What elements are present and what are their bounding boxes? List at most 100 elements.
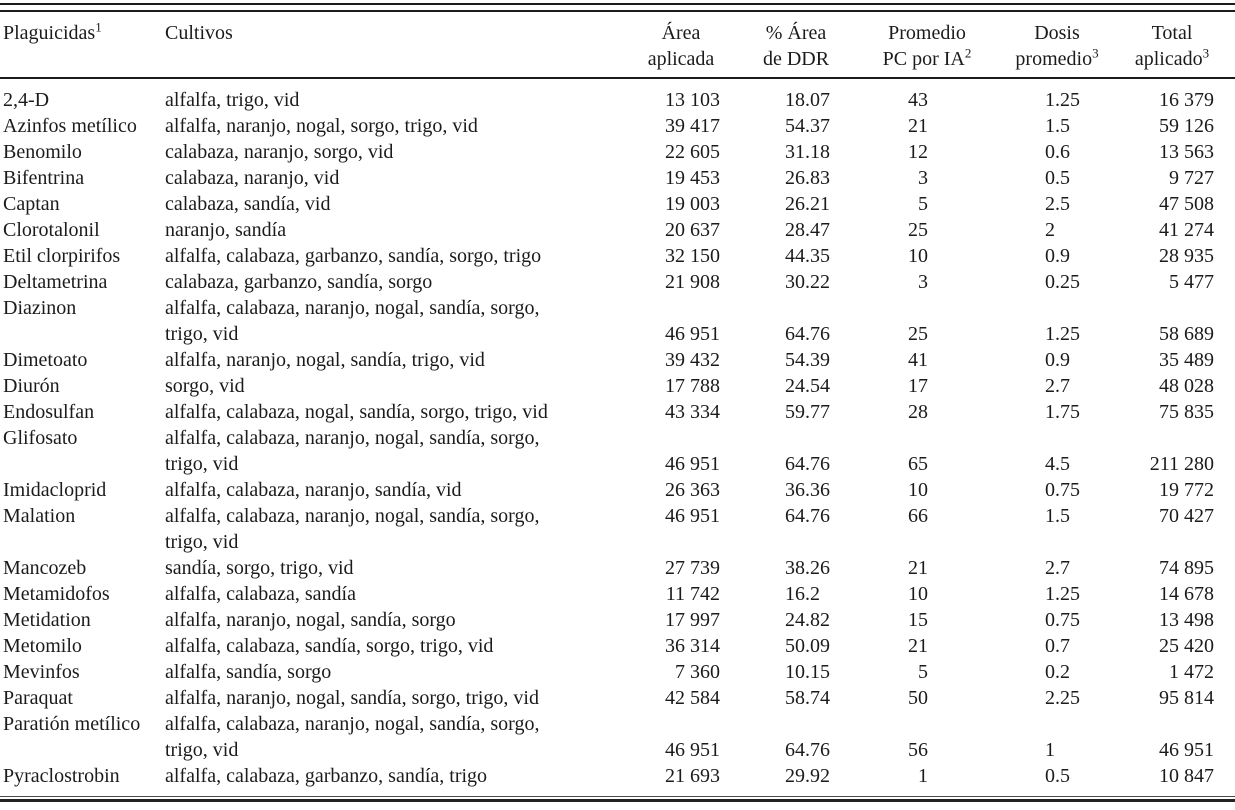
pesticide-name-cell: Azinfos metílico [3, 115, 137, 137]
table-row: Malation alfalfa, calabaza, naranjo, nog… [3, 503, 1232, 555]
table-bottom-rule-inner [0, 796, 1235, 797]
dosis-promedio-cell: 0.6 [1045, 141, 1070, 163]
crops-line: alfalfa, calabaza, garbanzo, sandía, sor… [165, 245, 542, 267]
area-aplicada-cell: 46 951 [665, 323, 720, 345]
table-row: Etil clorpirifos alfalfa, calabaza, garb… [3, 243, 1232, 269]
total-aplicado-cell: 25 420 [1159, 635, 1214, 657]
crops-cell: sorgo, vid [165, 373, 622, 399]
promedio-pc-cell: 10 [908, 583, 928, 605]
area-aplicada-cell: 19 453 [665, 167, 720, 189]
table-row: Captan calabaza, sandía, vid 19 003 26.2… [3, 191, 1232, 217]
crops-line: sorgo, vid [165, 375, 245, 397]
promedio-pc-cell: 3 [918, 271, 928, 293]
pesticide-name-cell: Glifosato [3, 427, 78, 449]
crops-line: calabaza, naranjo, sorgo, vid [165, 141, 394, 163]
footnote-marker-3: 3 [1202, 45, 1210, 61]
col-header-cultivos: Cultivos [165, 12, 622, 77]
dosis-promedio-cell: 0.2 [1045, 661, 1070, 683]
dosis-promedio-cell: 4.5 [1045, 453, 1070, 475]
promedio-pc-cell: 43 [908, 89, 928, 111]
total-aplicado-cell: 14 678 [1159, 583, 1214, 605]
footnote-marker-3: 3 [1092, 45, 1099, 61]
promedio-pc-cell: 15 [908, 609, 928, 631]
crops-line: trigo, vid [165, 531, 239, 553]
pct-area-ddr-cell: 64.76 [785, 739, 830, 761]
dosis-promedio-cell: 2.7 [1045, 375, 1070, 397]
crops-cell: alfalfa, calabaza, sandía [165, 581, 622, 607]
dosis-promedio-cell: 0.75 [1045, 609, 1080, 631]
crops-cell: alfalfa, sandía, sorgo [165, 659, 622, 685]
area-aplicada-cell: 46 951 [665, 453, 720, 475]
promedio-pc-cell: 65 [908, 453, 928, 475]
area-aplicada-cell: 19 003 [665, 193, 720, 215]
promedio-pc-cell: 28 [908, 401, 928, 423]
header-row: Plaguicidas1 Cultivos Área aplicada % Ár… [3, 12, 1232, 77]
table-row: Clorotalonil naranjo, sandía 20 637 28.4… [3, 217, 1232, 243]
col-header-label: Cultivos [165, 22, 233, 44]
pesticide-name-cell: Etil clorpirifos [3, 245, 121, 267]
table-header: Plaguicidas1 Cultivos Área aplicada % Ár… [3, 12, 1232, 77]
crops-line: alfalfa, calabaza, sandía, sorgo, trigo,… [165, 635, 494, 657]
dosis-promedio-cell: 0.7 [1045, 635, 1070, 657]
table-bottom-rule-outer [0, 799, 1235, 802]
crops-line: calabaza, sandía, vid [165, 193, 331, 215]
table-row: Mevinfos alfalfa, sandía, sorgo 7 360 10… [3, 659, 1232, 685]
total-aplicado-cell: 16 379 [1159, 89, 1214, 111]
col-header-line2-text: promedio [1015, 48, 1093, 70]
crops-line: trigo, vid [165, 323, 239, 345]
dosis-promedio-cell: 1.5 [1045, 115, 1070, 137]
area-aplicada-cell: 11 742 [665, 583, 720, 605]
promedio-pc-cell: 10 [908, 479, 928, 501]
crops-line: alfalfa, naranjo, nogal, sandía, trigo, … [165, 349, 485, 371]
pct-area-ddr-cell: 50.09 [785, 635, 830, 657]
col-header-line1: Total [1151, 22, 1193, 44]
pct-area-ddr-cell: 64.76 [785, 453, 830, 475]
pct-area-ddr-cell: 24.54 [785, 375, 830, 397]
dosis-promedio-cell: 1.25 [1045, 583, 1080, 605]
col-header-line1: % Área [765, 22, 827, 44]
pesticide-name-cell: Paraquat [3, 687, 73, 709]
table-row: Mancozeb sandía, sorgo, trigo, vid 27 73… [3, 555, 1232, 581]
promedio-pc-cell: 5 [918, 661, 928, 683]
crops-cell: alfalfa, trigo, vid [165, 87, 622, 113]
pct-area-ddr-cell: 10.15 [785, 661, 830, 683]
pct-area-ddr-cell: 28.47 [785, 219, 830, 241]
table-row: Endosulfan alfalfa, calabaza, nogal, san… [3, 399, 1232, 425]
crops-cell: alfalfa, naranjo, nogal, sorgo, trigo, v… [165, 113, 622, 139]
pct-area-ddr-cell: 38.26 [785, 557, 830, 579]
crops-line: alfalfa, calabaza, naranjo, nogal, sandí… [165, 505, 540, 527]
pct-area-ddr-cell: 64.76 [785, 505, 830, 527]
pesticide-name-cell: Mancozeb [3, 557, 87, 579]
crops-line: trigo, vid [165, 739, 239, 761]
table-row: Imidacloprid alfalfa, calabaza, naranjo,… [3, 477, 1232, 503]
crops-cell: alfalfa, naranjo, nogal, sandía, sorgo [165, 607, 622, 633]
dosis-promedio-cell: 2.5 [1045, 193, 1070, 215]
area-aplicada-cell: 21 693 [665, 765, 720, 787]
total-aplicado-cell: 75 835 [1159, 401, 1214, 423]
pesticide-name-cell: Benomilo [3, 141, 82, 163]
area-aplicada-cell: 36 314 [665, 635, 720, 657]
dosis-promedio-cell: 0.5 [1045, 765, 1070, 787]
pct-area-ddr-cell: 54.39 [785, 349, 830, 371]
table-row: Deltametrina calabaza, garbanzo, sandía,… [3, 269, 1232, 295]
col-header-pct-area-ddr: % Área de DDR [740, 12, 852, 77]
crops-line: alfalfa, sandía, sorgo [165, 661, 332, 683]
pesticide-name-cell: Metidation [3, 609, 91, 631]
dosis-promedio-cell: 1.5 [1045, 505, 1070, 527]
area-aplicada-cell: 22 605 [665, 141, 720, 163]
crops-cell: alfalfa, calabaza, garbanzo, sandía, tri… [165, 763, 622, 789]
area-aplicada-cell: 20 637 [665, 219, 720, 241]
table-row: Bifentrina calabaza, naranjo, vid 19 453… [3, 165, 1232, 191]
promedio-pc-cell: 25 [908, 219, 928, 241]
total-aplicado-cell: 35 489 [1159, 349, 1214, 371]
dosis-promedio-cell: 0.5 [1045, 167, 1070, 189]
dosis-promedio-cell: 2.25 [1045, 687, 1080, 709]
pct-area-ddr-cell: 26.83 [785, 167, 830, 189]
col-header-line2: aplicado3 [1112, 46, 1232, 72]
area-aplicada-cell: 27 739 [665, 557, 720, 579]
pesticide-name-cell: Malation [3, 505, 76, 527]
area-aplicada-cell: 46 951 [665, 739, 720, 761]
pct-area-ddr-cell: 64.76 [785, 323, 830, 345]
pesticide-name-cell: Metomilo [3, 635, 82, 657]
table-body: 2,4-D alfalfa, trigo, vid 13 103 18.07 4… [3, 87, 1232, 789]
